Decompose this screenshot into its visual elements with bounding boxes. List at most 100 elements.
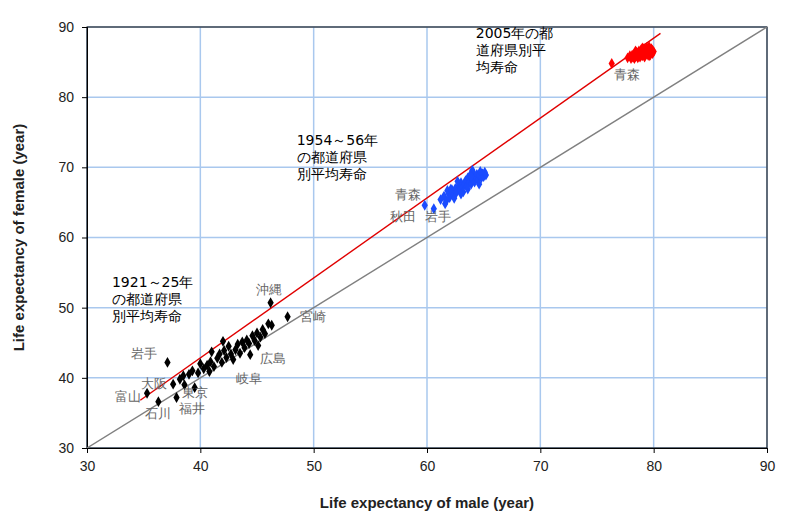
tick: 90 — [760, 448, 776, 474]
point — [631, 53, 637, 64]
point-label: 岩手 — [131, 346, 157, 361]
tick: 80 — [646, 448, 662, 474]
point-label: 岩手 — [425, 209, 451, 224]
point-label: 岐阜 — [236, 371, 262, 386]
tick-mark — [82, 238, 87, 239]
point-label: 広島 — [260, 351, 286, 366]
tick-mark — [540, 448, 541, 453]
tick-label: 90 — [760, 458, 776, 474]
grid-line — [87, 167, 767, 169]
tick: 70 — [58, 159, 87, 175]
point-label: 石川 — [145, 406, 171, 421]
plot-area: 30 40 50 60 70 80 90 30 40 50 60 70 80 90 沖縄宮崎広島岐阜 岩手大阪… — [58, 19, 775, 474]
point — [651, 46, 657, 57]
point — [476, 179, 482, 190]
marks — [87, 27, 767, 448]
point-label: 福井 — [179, 401, 205, 416]
point — [209, 346, 215, 357]
point — [454, 176, 460, 187]
tick-label: 90 — [58, 19, 74, 35]
tick-mark — [82, 448, 87, 449]
point — [448, 184, 454, 195]
chart: 30 40 50 60 70 80 90 30 40 50 60 70 80 90 沖縄宮崎広島岐阜 岩手大阪… — [0, 0, 800, 530]
tick: 80 — [58, 89, 87, 105]
line — [87, 27, 767, 448]
point — [451, 193, 457, 204]
point — [180, 370, 186, 381]
point — [458, 189, 464, 200]
tick: 30 — [80, 448, 96, 474]
point-label: 大阪 — [141, 376, 167, 391]
tick-label: 70 — [58, 159, 74, 175]
tick: 30 — [58, 440, 87, 456]
point-label: 東京 — [182, 385, 208, 400]
tick-label: 50 — [306, 458, 322, 474]
annotation: の都道府県 — [112, 291, 182, 307]
tick-label: 60 — [420, 458, 436, 474]
point-label: 沖縄 — [256, 282, 282, 297]
tick-mark — [82, 308, 87, 309]
tick-mark — [82, 27, 87, 28]
point — [195, 367, 201, 378]
tick-label: 40 — [58, 370, 74, 386]
point — [246, 338, 252, 349]
line — [140, 33, 660, 400]
plot-frame — [87, 27, 767, 448]
point — [230, 354, 236, 365]
grid-line — [87, 307, 767, 309]
tick-mark — [82, 97, 87, 98]
point — [483, 170, 489, 181]
tick: 90 — [58, 19, 87, 35]
point — [235, 339, 241, 350]
annotation: 1954～56年 — [297, 132, 378, 148]
tick: 40 — [193, 448, 209, 474]
grid — [87, 27, 767, 448]
y-axis-title: Life expectancy of female (year) — [10, 124, 27, 352]
tick-label: 30 — [80, 458, 96, 474]
tick-mark — [654, 448, 655, 453]
annotation: 別平均寿命 — [112, 308, 182, 324]
tick-mark — [427, 448, 428, 453]
axis-line — [88, 449, 768, 454]
point — [170, 379, 176, 390]
tick-label: 80 — [58, 89, 74, 105]
tick-label: 80 — [646, 458, 662, 474]
annotation: 2005年の都 — [476, 25, 554, 41]
tick-mark — [200, 448, 201, 453]
annotation: 1921～25年 — [112, 274, 193, 290]
point — [284, 311, 290, 322]
point — [468, 171, 474, 182]
point — [269, 320, 275, 331]
tick-label: 30 — [58, 440, 74, 456]
point-label: 宮崎 — [300, 309, 326, 324]
annotations: 2005年の都道府県別平均寿命1954～56年の都道府県別平均寿命1921～25… — [112, 25, 553, 324]
point — [220, 336, 226, 347]
y-axis: 30 40 50 60 70 80 90 — [58, 19, 87, 456]
tick-label: 60 — [58, 229, 74, 245]
tick-label: 70 — [533, 458, 549, 474]
tick: 50 — [58, 300, 87, 316]
x-axis: 30 40 50 60 70 80 90 — [80, 448, 776, 474]
tick-mark — [82, 167, 87, 168]
point-label: 秋田 — [390, 209, 416, 224]
annotation: の都道府県 — [297, 149, 367, 165]
tick: 50 — [306, 448, 322, 474]
point — [262, 328, 268, 339]
point — [206, 366, 212, 377]
annotation: 別平均寿命 — [297, 166, 367, 182]
x-axis-title: Life expectancy of male (year) — [320, 494, 534, 511]
point — [247, 349, 253, 360]
annotation: 道府県別平 — [476, 42, 546, 58]
tick-mark — [314, 448, 315, 453]
tick-label: 50 — [58, 300, 74, 316]
point-labels: 沖縄宮崎広島岐阜岩手大阪富山東京石川福井青森秋田岩手青森 — [115, 67, 640, 420]
point — [267, 297, 273, 308]
point-label: 富山 — [115, 389, 141, 404]
tick-label: 40 — [193, 458, 209, 474]
tick: 60 — [58, 229, 87, 245]
point-label: 青森 — [395, 187, 421, 202]
point — [164, 357, 170, 368]
tick: 70 — [533, 448, 549, 474]
tick-mark — [82, 378, 87, 379]
point — [237, 348, 243, 359]
